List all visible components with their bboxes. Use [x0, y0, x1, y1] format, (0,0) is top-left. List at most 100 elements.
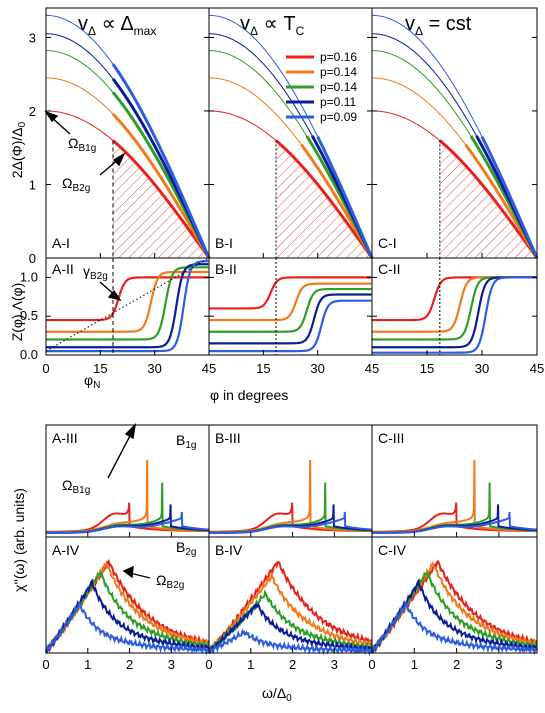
z-curve-2 [46, 266, 209, 341]
z-curve-4 [209, 299, 372, 353]
panel-A-I: 0 1 2 3 A-I [29, 14, 211, 266]
panel-label: C-I [378, 235, 397, 251]
panel-C-IV: 0 1 2 3 C-IV [368, 542, 538, 672]
xtick-label: 0 [205, 657, 212, 672]
xtick-label: 3 [168, 657, 175, 672]
title-col-b: vΔ ∝ TC [240, 13, 305, 38]
panel-label: A-I [52, 235, 70, 251]
b2g-curve-4 [208, 628, 373, 657]
xtick-label: 3 [331, 657, 338, 672]
z-curve-3 [46, 263, 209, 349]
gap-curve-thick-1 [111, 113, 211, 259]
xtick-label: 30 [310, 361, 324, 376]
b1g-curve-3 [46, 504, 210, 534]
annotation-b2g: B2g [176, 539, 196, 558]
b1g-curve-1 [372, 460, 538, 534]
panel-A-II: 0.0 0.5 1.0 0 15 30 45 A-II [20, 257, 216, 376]
xtick-label: 2 [453, 657, 460, 672]
b1g-curve-4 [372, 511, 538, 534]
bottom-xlabel: ω/Δ0 [262, 685, 292, 704]
z-curve-3 [209, 293, 372, 345]
panel-C-II: 15 30 45 C-II [371, 258, 544, 376]
panel-C-I: C-I [371, 14, 539, 259]
gap-curve-thick-4 [111, 63, 211, 259]
panel-label: A-IV [52, 542, 80, 558]
panel-label: C-III [378, 430, 404, 446]
xtick-label: 45 [530, 361, 544, 376]
ytick-label: 0.0 [20, 347, 38, 362]
b1g-curve-3 [372, 504, 538, 534]
gamma-line [45, 257, 210, 352]
b2g-curve-1 [45, 560, 210, 655]
b2g-curve-4 [45, 601, 210, 656]
panel-label: B-III [215, 430, 241, 446]
xtick-label: 15 [420, 361, 434, 376]
xtick-label: 2 [289, 657, 296, 672]
z-curve-1 [209, 282, 372, 322]
legend: p=0.16p=0.14p=0.14p=0.11p=0.09 [286, 50, 357, 124]
xtick-label: 3 [495, 657, 502, 672]
panel-label: B-II [215, 261, 237, 277]
gap-curve-thick-4 [316, 136, 374, 259]
top-xlabel: φ in degrees [210, 387, 288, 403]
panel-A-IV: 0 1 2 3 A-IV [42, 542, 210, 672]
legend-entry: p=0.14 [320, 65, 357, 79]
xtick-label: 0 [42, 657, 49, 672]
legend-entry: p=0.09 [320, 110, 357, 124]
annotation-omega-b2g-top: ΩB2g [62, 175, 90, 194]
xtick-label: 30 [475, 361, 489, 376]
ytick-label: 2 [29, 104, 36, 119]
bottom-ylabel: χ''(ω) (arb. units) [11, 488, 27, 592]
hatched-region [439, 140, 537, 258]
frame-C-II [371, 257, 538, 356]
annotation-omega-b1g-bottom: ΩB1g [62, 477, 90, 496]
z-curve-0 [372, 276, 537, 322]
b2g-curve-4 [371, 601, 538, 656]
annotation-b1g: B1g [176, 432, 196, 451]
z-curve-1 [46, 270, 209, 333]
panel-B-III: B-III [208, 430, 373, 537]
b1g-curve-3 [209, 504, 373, 534]
z-curve-2 [372, 276, 537, 341]
annotation-arrows [44, 110, 151, 579]
b1g-curve-4 [209, 511, 373, 534]
b1g-curve-1 [209, 460, 373, 534]
legend-entry: p=0.14 [320, 80, 357, 94]
z-curve-0 [209, 276, 372, 310]
z-curve-3 [372, 276, 537, 349]
xtick-label: 30 [147, 361, 161, 376]
ytick-label: 0 [29, 251, 36, 266]
ytick-label: 1 [29, 177, 36, 192]
xtick-label: 45 [202, 361, 216, 376]
ytick-label: 3 [29, 30, 36, 45]
annotation-omega-b2g-bottom: ΩB2g [156, 572, 184, 591]
panel-label: C-IV [378, 542, 407, 558]
xtick-label: 1 [247, 657, 254, 672]
title-col-a: vΔ ∝ Δmax [78, 13, 156, 38]
hatched-region [276, 140, 372, 258]
gap-curve-thick-4 [480, 136, 539, 259]
panel-A-III: A-III [45, 430, 210, 537]
annotation-omega-b1g-top: ΩB1g [68, 135, 96, 154]
b1g-curve-4 [46, 511, 210, 534]
xtick-label: 15 [256, 361, 270, 376]
legend-entry: p=0.11 [320, 95, 356, 109]
xtick-label: 45 [365, 361, 379, 376]
gap-curve-thick-0 [112, 139, 211, 259]
gap-curve-thick-0 [275, 139, 374, 259]
gap-curve-thick-0 [438, 139, 539, 259]
panel-label: B-I [215, 235, 233, 251]
annotation-gamma-b2g: γB2g [83, 263, 108, 282]
xtick-label: 1 [84, 657, 91, 672]
xtick-label: 2 [126, 657, 133, 672]
ytick-label: 1.0 [20, 269, 38, 284]
legend-entry: p=0.16 [320, 50, 357, 64]
b1g-curve-1 [46, 460, 210, 534]
panel-B-II: 15 30 45 B-II [208, 258, 379, 376]
xtick-label: 15 [93, 361, 107, 376]
z-curve-2 [209, 287, 372, 333]
z-curve-4 [46, 260, 209, 353]
panel-label: C-II [378, 261, 401, 277]
panel-B-I: B-I [208, 14, 374, 259]
top-ylabel: 2Δ(Φ)/Δ0 [9, 121, 28, 178]
